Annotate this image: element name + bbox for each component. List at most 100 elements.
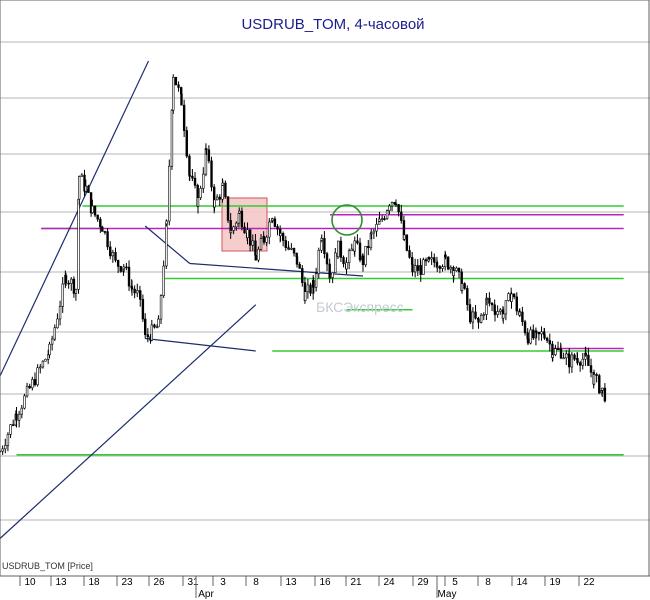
candle-body	[446, 256, 450, 270]
candle-body	[157, 318, 160, 328]
candle-body	[15, 413, 18, 421]
candle-body	[394, 203, 398, 206]
candle-body	[103, 231, 107, 233]
candle-body	[168, 165, 171, 222]
candle-body	[488, 297, 491, 304]
candle-body	[554, 348, 557, 356]
candle-body	[388, 205, 391, 211]
candle-body	[358, 242, 362, 261]
trend-line	[0, 304, 257, 539]
candle-body	[46, 354, 50, 360]
candle-body	[479, 314, 483, 323]
candle-body	[545, 337, 549, 341]
candle-body	[510, 293, 513, 302]
x-tick-label: 18	[88, 577, 100, 588]
candle-body	[84, 185, 88, 192]
candle-body	[403, 234, 406, 240]
candle-body	[165, 223, 168, 267]
candle-body	[504, 300, 508, 315]
month-label: May	[438, 589, 457, 600]
candle-body	[271, 218, 274, 221]
candle-body	[96, 214, 99, 220]
candle-body	[170, 109, 174, 167]
candle-body	[141, 299, 145, 320]
candle-body	[28, 385, 31, 389]
candle-body	[12, 424, 15, 426]
candle-body	[419, 265, 422, 275]
candle-body	[598, 375, 601, 394]
candle-body	[499, 309, 502, 312]
trend-line	[189, 262, 364, 277]
candle-body	[177, 84, 180, 88]
candle-body	[595, 374, 598, 376]
candle-body	[502, 313, 505, 319]
candle-body	[72, 278, 76, 294]
candle-body	[378, 218, 381, 222]
candle-body	[99, 218, 102, 228]
candle-body	[337, 240, 340, 258]
candle-body	[411, 263, 414, 273]
candle-body	[466, 288, 469, 305]
candle-body	[449, 267, 452, 270]
x-tick-label: 26	[153, 577, 165, 588]
candle-body	[532, 329, 535, 339]
candle-body	[268, 221, 271, 238]
x-tick-label: 8	[253, 577, 259, 588]
candle-body	[526, 338, 530, 344]
candle-body	[444, 254, 447, 258]
candle-body	[162, 265, 165, 296]
x-tick-label: 5	[452, 577, 458, 588]
candle-body	[380, 218, 384, 220]
candle-body	[61, 283, 64, 307]
candle-body	[199, 188, 202, 198]
candle-body	[213, 199, 216, 208]
candle-body	[238, 210, 241, 214]
chart-title: USDRUB_TOM, 4-часовой	[241, 16, 424, 33]
candle-body	[221, 184, 224, 200]
candle-body	[122, 266, 125, 270]
candle-body	[405, 234, 409, 251]
candle-body	[243, 226, 246, 234]
candle-body	[328, 277, 332, 279]
candle-body	[1, 448, 4, 452]
candle-body	[31, 379, 34, 389]
candle-body	[25, 385, 29, 397]
candle-body	[146, 334, 150, 338]
candle-body	[416, 265, 419, 271]
candle-body	[276, 226, 279, 230]
candle-body	[304, 291, 307, 301]
series-label: USDRUB_TOM [Price]	[2, 561, 93, 571]
candle-body	[215, 196, 219, 201]
candle-body	[226, 196, 230, 221]
horizontal-levels	[16, 205, 624, 456]
candle-body	[474, 311, 477, 319]
candle-body	[111, 252, 115, 257]
candle-body	[342, 257, 345, 265]
candle-body	[433, 257, 436, 263]
x-tick-label: 31	[187, 577, 199, 588]
candle-body	[150, 324, 153, 341]
candle-body	[191, 175, 194, 179]
candle-body	[562, 357, 565, 360]
candle-body	[559, 348, 563, 359]
candle-body	[119, 266, 122, 272]
candle-body	[438, 266, 442, 269]
candle-body	[172, 76, 175, 111]
month-label: Apr	[198, 589, 214, 600]
candle-body	[182, 104, 186, 131]
candle-body	[578, 362, 582, 366]
candle-body	[281, 233, 285, 241]
x-tick-label: 10	[24, 577, 36, 588]
candle-body	[325, 253, 329, 265]
candle-body	[361, 255, 365, 266]
candle-body	[471, 311, 475, 323]
candle-body	[240, 210, 244, 228]
x-tick-label: 8	[485, 577, 491, 588]
candle-body	[570, 354, 574, 368]
candle-body	[295, 252, 298, 257]
candle-body	[485, 297, 488, 300]
candle-body	[287, 248, 290, 250]
candle-body	[460, 283, 464, 291]
